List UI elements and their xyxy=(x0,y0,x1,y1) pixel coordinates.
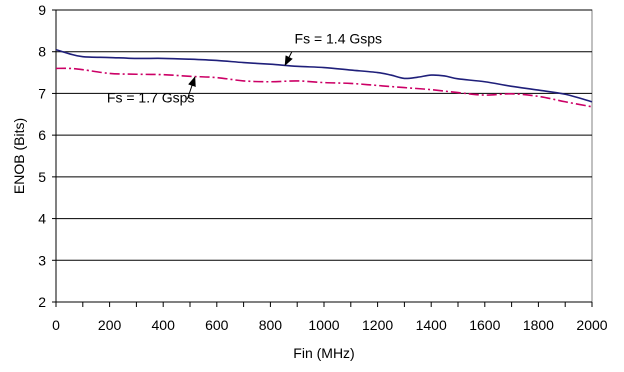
series-group xyxy=(55,48,593,108)
annotation-arrow xyxy=(284,51,293,66)
x-tick-label: 600 xyxy=(205,317,229,333)
x-tick-label: 1000 xyxy=(308,317,339,333)
x-tick-label: 2000 xyxy=(576,317,607,333)
x-tick-label: 1800 xyxy=(523,317,554,333)
series-line-fs-1-7-gsps xyxy=(55,67,593,108)
x-tick-label: 800 xyxy=(259,317,283,333)
x-tick-label: 400 xyxy=(152,317,176,333)
x-tick-label: 1200 xyxy=(362,317,393,333)
y-tick-label: 2 xyxy=(38,294,46,310)
plot-area-group xyxy=(55,9,593,303)
y-tick-label: 5 xyxy=(38,169,46,185)
grid-group xyxy=(56,9,592,261)
plot-area-border xyxy=(55,9,593,303)
x-tick-label: 0 xyxy=(52,317,60,333)
labels-group: 2 3 4 5 6 7 8 9 0 200 400 600 800 1000 1200 1400 1600 180… xyxy=(11,2,608,361)
x-tick-label: 1400 xyxy=(416,317,447,333)
annotations-group: Fs = 1.4 Gsps Fs = 1.7 Gsps xyxy=(107,30,382,105)
y-tick-label: 9 xyxy=(38,2,46,18)
annotation-label: Fs = 1.7 Gsps xyxy=(107,90,195,106)
annotation-arrow xyxy=(186,76,196,100)
x-tick-label: 1600 xyxy=(469,317,500,333)
series-line-fs-1-4-gsps xyxy=(55,48,593,103)
x-tick-label: 200 xyxy=(98,317,122,333)
y-tick-label: 3 xyxy=(38,252,46,268)
y-tick-label: 4 xyxy=(38,211,46,227)
y-axis-title: ENOB (Bits) xyxy=(11,118,27,194)
y-tick-label: 8 xyxy=(38,44,46,60)
axes-group xyxy=(52,9,593,307)
y-tick-label: 6 xyxy=(38,127,46,143)
x-axis-title: Fin (MHz) xyxy=(293,345,354,361)
annotation-label: Fs = 1.4 Gsps xyxy=(295,30,383,46)
y-tick-label: 7 xyxy=(38,85,46,101)
